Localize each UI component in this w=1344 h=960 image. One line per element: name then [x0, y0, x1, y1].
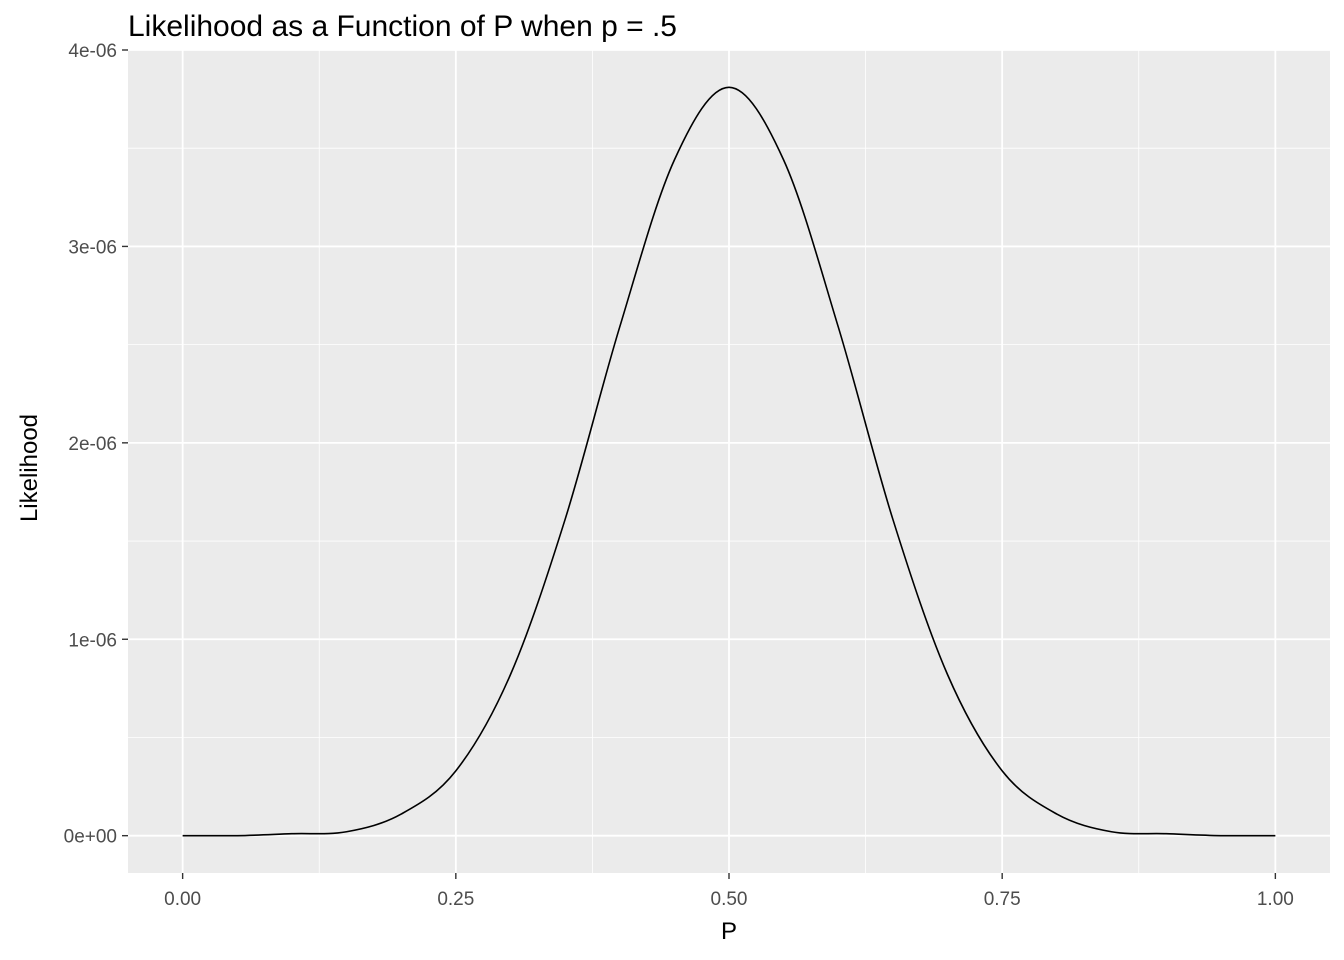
y-tick-label: 2e-06 — [68, 434, 117, 455]
y-tick-label: 4e-06 — [68, 41, 117, 62]
axis-ticks — [122, 49, 1277, 879]
y-axis-title: Likelihood — [16, 414, 43, 522]
x-axis-title: P — [721, 918, 737, 945]
x-tick-label: 0.75 — [984, 889, 1021, 910]
x-tick-labels: 0.00 0.25 0.50 0.75 1.00 — [164, 889, 1294, 910]
y-tick-labels: 0e+00 1e-06 2e-06 3e-06 4e-06 — [64, 41, 117, 848]
likelihood-line — [182, 86, 1276, 837]
major-gridlines — [128, 49, 1330, 873]
x-tick-label: 0.00 — [164, 889, 201, 910]
chart-title: Likelihood as a Function of P when p = .… — [128, 10, 677, 43]
y-tick-label: 1e-06 — [68, 630, 117, 651]
x-tick-label: 0.25 — [437, 889, 474, 910]
x-tick-label: 1.00 — [1257, 889, 1294, 910]
x-tick-label: 0.50 — [711, 889, 748, 910]
y-tick-label: 0e+00 — [64, 827, 117, 848]
y-tick-label: 3e-06 — [68, 237, 117, 258]
